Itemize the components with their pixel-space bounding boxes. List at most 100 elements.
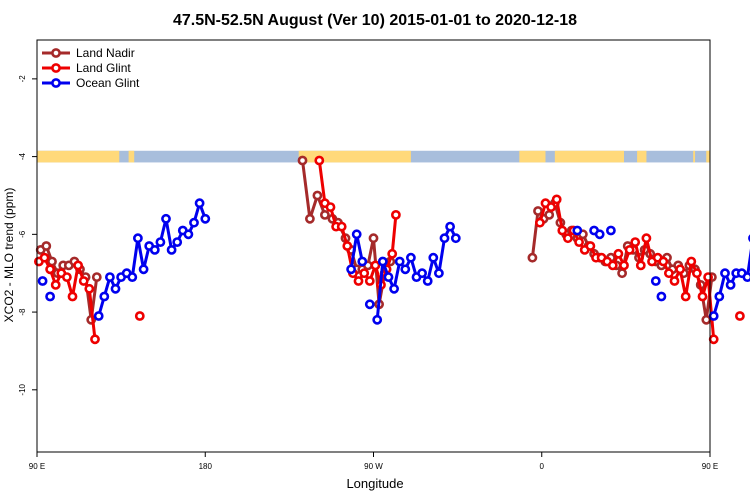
ocean-glint-point — [405, 252, 416, 263]
ocean-glint-point — [357, 256, 368, 267]
land-glint-point — [45, 264, 55, 275]
land-glint-point — [134, 311, 145, 321]
y-tick-label: -8 — [18, 308, 27, 316]
land-glint-point — [325, 202, 336, 212]
land-nadir-point — [319, 209, 330, 220]
ocean-glint-point — [155, 237, 166, 247]
ocean-glint-point — [110, 283, 121, 294]
ocean-glint-point — [138, 264, 149, 275]
legend-item-ocean-glint: Ocean Glint — [42, 76, 140, 90]
ocean-glint-point — [650, 276, 661, 286]
land-glint-point — [50, 279, 61, 290]
land-nadir-point — [312, 190, 323, 201]
land-nadir-point — [368, 233, 379, 244]
land-band-segment — [554, 150, 625, 163]
ocean-glint-point — [450, 233, 461, 244]
land-ocean-band — [37, 150, 710, 163]
land-glint-point — [342, 241, 353, 251]
ocean-glint-point — [656, 291, 667, 302]
ocean-glint-point — [428, 252, 439, 263]
y-tick-label: -10 — [18, 383, 27, 395]
legend-swatch-marker — [51, 48, 61, 58]
land-band-segment — [706, 150, 710, 163]
ocean-glint-point — [127, 272, 138, 282]
y-tick-label: -6 — [18, 230, 27, 238]
land-band-segment — [637, 150, 647, 163]
land-nadir-point — [297, 155, 308, 166]
land-glint-point — [613, 248, 624, 259]
ocean-glint-point — [394, 256, 405, 267]
land-glint-point — [703, 272, 713, 282]
land-nadir-point — [304, 213, 315, 224]
ocean-glint-point — [389, 283, 399, 294]
land-glint-point — [336, 221, 347, 232]
ocean-glint-point — [400, 264, 411, 275]
legend-item-land-nadir: Land Nadir — [42, 46, 135, 60]
ocean-glint-point — [346, 264, 356, 275]
ocean-glint-point — [351, 229, 362, 240]
land-glint-point — [708, 334, 719, 345]
land-glint-point — [314, 155, 325, 166]
ocean-glint-point — [166, 244, 177, 255]
land-glint-point — [67, 291, 78, 302]
legend-label: Land Nadir — [76, 46, 135, 60]
land-glint-point — [84, 283, 95, 294]
data-series — [34, 155, 750, 345]
land-glint-point — [635, 260, 646, 271]
ocean-glint-point — [200, 213, 211, 224]
ocean-glint-point — [149, 244, 160, 255]
y-tick-label: -4 — [18, 153, 27, 161]
legend-label: Ocean Glint — [76, 76, 140, 90]
ocean-glint-point — [45, 291, 55, 302]
land-glint-point — [78, 276, 89, 286]
land-nadir-point — [617, 268, 627, 279]
land-glint-point — [90, 334, 100, 345]
land-glint-point — [73, 260, 83, 271]
land-glint-point — [574, 237, 584, 247]
land-glint-point — [641, 233, 652, 244]
land-glint-point — [735, 311, 745, 321]
land-nadir-point — [544, 209, 555, 220]
ocean-glint-point — [172, 237, 183, 247]
ocean-glint-point — [37, 276, 48, 286]
ocean-glint-point — [417, 268, 427, 279]
land-glint-point — [39, 252, 50, 263]
land-glint-point — [664, 268, 674, 279]
land-glint-point — [546, 202, 556, 212]
ocean-glint-point — [132, 233, 143, 244]
ocean-glint-point — [383, 272, 394, 282]
land-glint-point — [387, 248, 398, 259]
land-band-segment — [693, 150, 696, 163]
land-nadir-point — [91, 272, 102, 282]
x-tick-label: 90 W — [364, 462, 383, 471]
land-nadir-point — [701, 314, 712, 325]
land-glint-point — [359, 268, 370, 279]
land-glint-point — [630, 237, 641, 247]
ocean-glint-point — [189, 217, 199, 228]
ocean-glint-point — [183, 229, 194, 240]
legend-item-land-glint: Land Glint — [42, 61, 131, 75]
land-glint-point — [551, 194, 562, 205]
land-glint-point — [692, 268, 702, 279]
land-glint-point — [607, 260, 618, 271]
y-tick-label: -2 — [18, 75, 27, 83]
ocean-glint-point — [364, 299, 375, 310]
x-axis-label: Longitude — [346, 476, 403, 491]
ocean-glint-point — [161, 213, 171, 224]
series-ocean-glint — [37, 198, 750, 325]
land-glint-point — [62, 272, 72, 282]
land-glint-point — [697, 291, 708, 302]
ocean-glint-point — [572, 225, 583, 236]
land-glint-point — [624, 244, 635, 255]
y-axis: -2 -4 -6 -8 -10 — [18, 75, 37, 396]
land-glint-point — [686, 256, 697, 267]
ocean-glint-point — [439, 233, 450, 244]
land-glint-point — [364, 276, 375, 286]
x-tick-label: 180 — [199, 462, 213, 471]
land-glint-point — [557, 225, 568, 236]
land-glint-point — [353, 276, 364, 286]
ocean-glint-point — [372, 314, 383, 325]
land-band-segment — [298, 150, 411, 163]
